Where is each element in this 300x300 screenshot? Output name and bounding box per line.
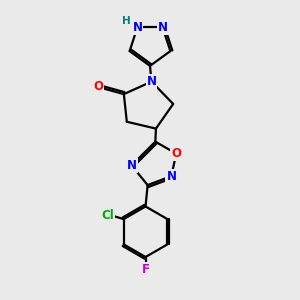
Text: N: N [132,21,142,34]
Text: N: N [146,75,157,88]
Text: N: N [167,170,176,183]
Text: N: N [158,21,168,34]
Text: F: F [142,263,149,276]
Text: H: H [122,16,130,26]
Text: N: N [127,159,136,172]
Text: O: O [93,80,103,94]
Text: Cl: Cl [101,209,114,222]
Text: O: O [171,147,181,160]
